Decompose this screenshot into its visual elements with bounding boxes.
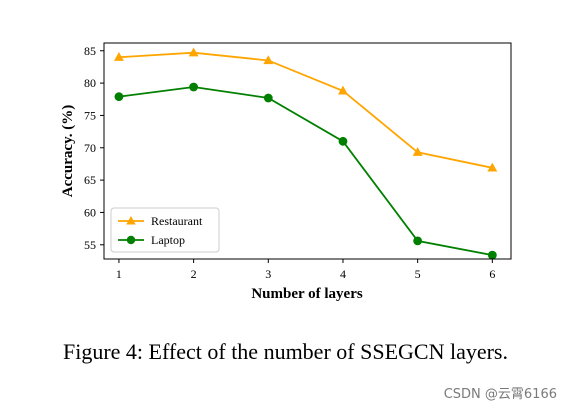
watermark: CSDN @云霄6166 <box>443 387 557 402</box>
point-laptop-4 <box>338 136 348 146</box>
x-tick-label-6: 6 <box>489 267 495 281</box>
point-restaurant-6 <box>487 162 498 172</box>
y-tick-label-80: 80 <box>84 76 96 90</box>
point-restaurant-5 <box>412 147 423 156</box>
point-laptop-1 <box>114 92 124 102</box>
line-chart: 1 2 3 4 5 6 55 60 65 70 75 80 85 Restaurant Laptop Num… <box>60 42 512 302</box>
x-tick-label-4: 4 <box>340 267 346 281</box>
point-restaurant-3 <box>263 55 274 65</box>
legend-marker-restaurant <box>126 216 136 225</box>
y-tick-label-75: 75 <box>84 108 96 122</box>
point-laptop-3 <box>263 93 273 103</box>
legend-label-restaurant: Restaurant <box>151 214 203 228</box>
point-laptop-5 <box>413 236 423 246</box>
point-laptop-2 <box>189 82 199 92</box>
x-tick-label-2: 2 <box>191 267 197 281</box>
figure-caption: Figure 4: Effect of the number of SSEGCN… <box>62 339 508 364</box>
point-restaurant-4 <box>338 85 348 95</box>
point-restaurant-1 <box>113 52 124 61</box>
y-tick-label-65: 65 <box>84 173 96 187</box>
y-axis-label: Accuracy. (%) <box>60 105 76 197</box>
plot-frame <box>103 42 512 260</box>
y-tick-label-70: 70 <box>84 141 96 155</box>
x-tick-label-5: 5 <box>415 267 421 281</box>
point-laptop-6 <box>487 250 497 260</box>
point-restaurant-2 <box>188 47 199 57</box>
legend-box <box>110 207 220 253</box>
y-tick-label-85: 85 <box>84 44 96 58</box>
y-tick-label-55: 55 <box>84 238 96 252</box>
series-line-laptop <box>118 86 493 257</box>
legend-marker-laptop <box>126 235 136 245</box>
y-tick-label-60: 60 <box>84 205 96 219</box>
series-line-restaurant <box>118 51 493 169</box>
x-tick-label-3: 3 <box>265 267 271 281</box>
x-tick-label-1: 1 <box>116 267 122 281</box>
legend-label-laptop: Laptop <box>151 233 185 247</box>
x-axis-label: Number of layers <box>251 286 363 302</box>
